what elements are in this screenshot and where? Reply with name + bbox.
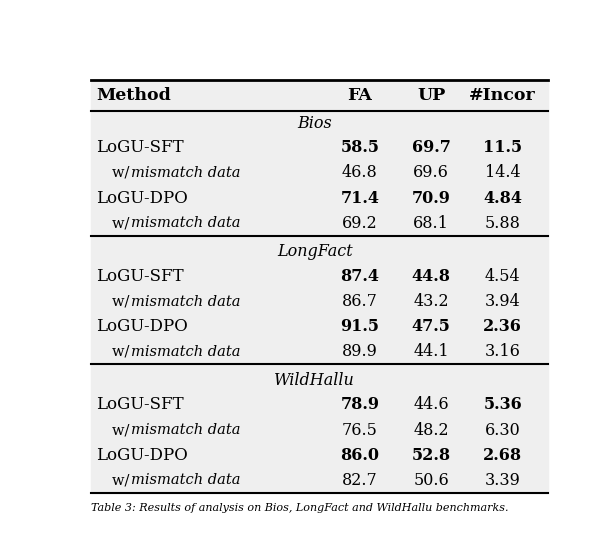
Text: 2.68: 2.68	[483, 447, 522, 463]
Text: 91.5: 91.5	[340, 318, 379, 335]
Text: 44.6: 44.6	[413, 397, 449, 413]
Text: UP: UP	[417, 87, 445, 104]
Text: mismatch data: mismatch data	[131, 345, 240, 359]
Text: FA: FA	[348, 87, 372, 104]
Text: 82.7: 82.7	[342, 472, 378, 489]
Text: 44.1: 44.1	[413, 343, 449, 360]
Text: 48.2: 48.2	[413, 422, 449, 438]
Text: 2.36: 2.36	[483, 318, 522, 335]
Text: 5.88: 5.88	[484, 215, 521, 232]
Text: LoGU-SFT: LoGU-SFT	[96, 397, 184, 413]
Text: 86.7: 86.7	[342, 293, 378, 310]
Text: 58.5: 58.5	[340, 139, 379, 156]
Text: 86.0: 86.0	[340, 447, 379, 463]
Text: 46.8: 46.8	[342, 164, 378, 182]
Text: Table 3: Results of analysis on Bios, LongFact and WildHallu benchmarks.: Table 3: Results of analysis on Bios, Lo…	[91, 503, 508, 514]
Text: 4.54: 4.54	[485, 268, 521, 285]
Text: 76.5: 76.5	[342, 422, 378, 438]
Text: 87.4: 87.4	[340, 268, 379, 285]
Text: w/: w/	[112, 473, 134, 487]
Text: 44.8: 44.8	[412, 268, 451, 285]
Text: Bios: Bios	[297, 115, 332, 132]
Text: 14.4: 14.4	[485, 164, 521, 182]
Text: LoGU-DPO: LoGU-DPO	[96, 318, 187, 335]
Text: LoGU-SFT: LoGU-SFT	[96, 139, 184, 156]
Text: LoGU-DPO: LoGU-DPO	[96, 447, 187, 463]
Text: 3.94: 3.94	[485, 293, 521, 310]
Text: 89.9: 89.9	[342, 343, 378, 360]
Text: 69.7: 69.7	[412, 139, 451, 156]
Text: w/: w/	[112, 345, 134, 359]
Text: 69.2: 69.2	[342, 215, 378, 232]
Text: 43.2: 43.2	[413, 293, 449, 310]
Text: 5.36: 5.36	[483, 397, 522, 413]
Text: mismatch data: mismatch data	[131, 473, 240, 487]
Text: mismatch data: mismatch data	[131, 166, 240, 180]
Text: 50.6: 50.6	[413, 472, 449, 489]
Text: WildHallu: WildHallu	[274, 372, 355, 389]
Text: 71.4: 71.4	[340, 189, 379, 207]
Text: 6.30: 6.30	[485, 422, 521, 438]
Text: 3.39: 3.39	[484, 472, 521, 489]
Text: 69.6: 69.6	[413, 164, 449, 182]
Text: Method: Method	[96, 87, 171, 104]
Text: 47.5: 47.5	[412, 318, 451, 335]
Text: mismatch data: mismatch data	[131, 423, 240, 437]
Text: #Incor: #Incor	[469, 87, 536, 104]
Text: LongFact: LongFact	[277, 243, 352, 261]
Text: 78.9: 78.9	[340, 397, 379, 413]
Text: 11.5: 11.5	[483, 139, 522, 156]
Text: w/: w/	[112, 166, 134, 180]
Text: 52.8: 52.8	[412, 447, 451, 463]
Text: 68.1: 68.1	[413, 215, 449, 232]
Text: mismatch data: mismatch data	[131, 216, 240, 230]
Text: 3.16: 3.16	[484, 343, 521, 360]
Text: w/: w/	[112, 216, 134, 230]
Text: LoGU-DPO: LoGU-DPO	[96, 189, 187, 207]
Text: 4.84: 4.84	[483, 189, 522, 207]
Text: w/: w/	[112, 294, 134, 308]
Text: mismatch data: mismatch data	[131, 294, 240, 308]
Text: 70.9: 70.9	[412, 189, 451, 207]
Text: LoGU-SFT: LoGU-SFT	[96, 268, 184, 285]
Text: w/: w/	[112, 423, 134, 437]
